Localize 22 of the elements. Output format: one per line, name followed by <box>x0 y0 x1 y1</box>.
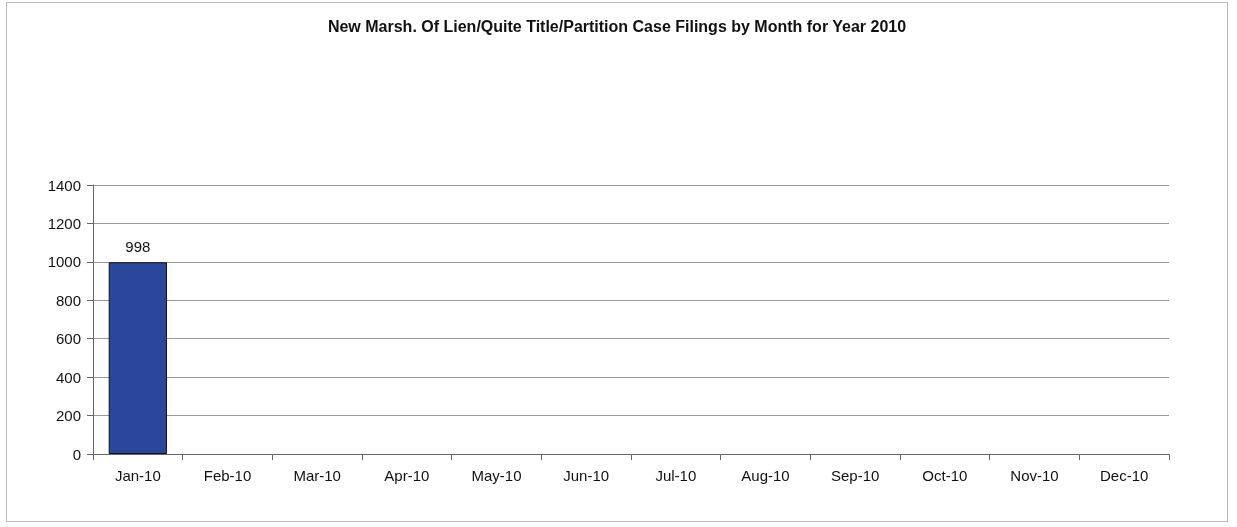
y-tick-label: 1400 <box>47 176 81 194</box>
x-tick-label: Feb-10 <box>203 467 252 484</box>
x-tick-label: Apr-10 <box>384 467 430 484</box>
x-tick-label: Oct-10 <box>922 467 968 484</box>
x-tick-label: Jul-10 <box>655 467 697 484</box>
y-tick-label: 0 <box>72 445 81 463</box>
chart-title: New Marsh. Of Lien/Quite Title/Partition Case Filings by Month for Year 2010 <box>327 17 907 35</box>
x-tick-label: Nov-10 <box>1010 467 1059 484</box>
y-tick-label: 1200 <box>47 214 81 232</box>
x-tick-label: Mar-10 <box>293 467 341 484</box>
y-tick-label: 200 <box>55 407 81 425</box>
y-tick-label: 400 <box>55 368 81 386</box>
y-tick-label: 800 <box>55 291 81 309</box>
x-tick-label: Dec-10 <box>1099 467 1149 484</box>
x-tick-label: Jun-10 <box>563 467 610 484</box>
x-tick-label: May-10 <box>471 467 522 484</box>
x-tick-label: Sep-10 <box>830 467 880 484</box>
x-tick-label: Aug-10 <box>741 467 790 484</box>
y-tick-label: 600 <box>55 330 81 348</box>
x-tick-label: Jan-10 <box>114 467 161 484</box>
data-label: 998 <box>125 238 151 256</box>
y-tick-label: 1000 <box>47 253 81 271</box>
